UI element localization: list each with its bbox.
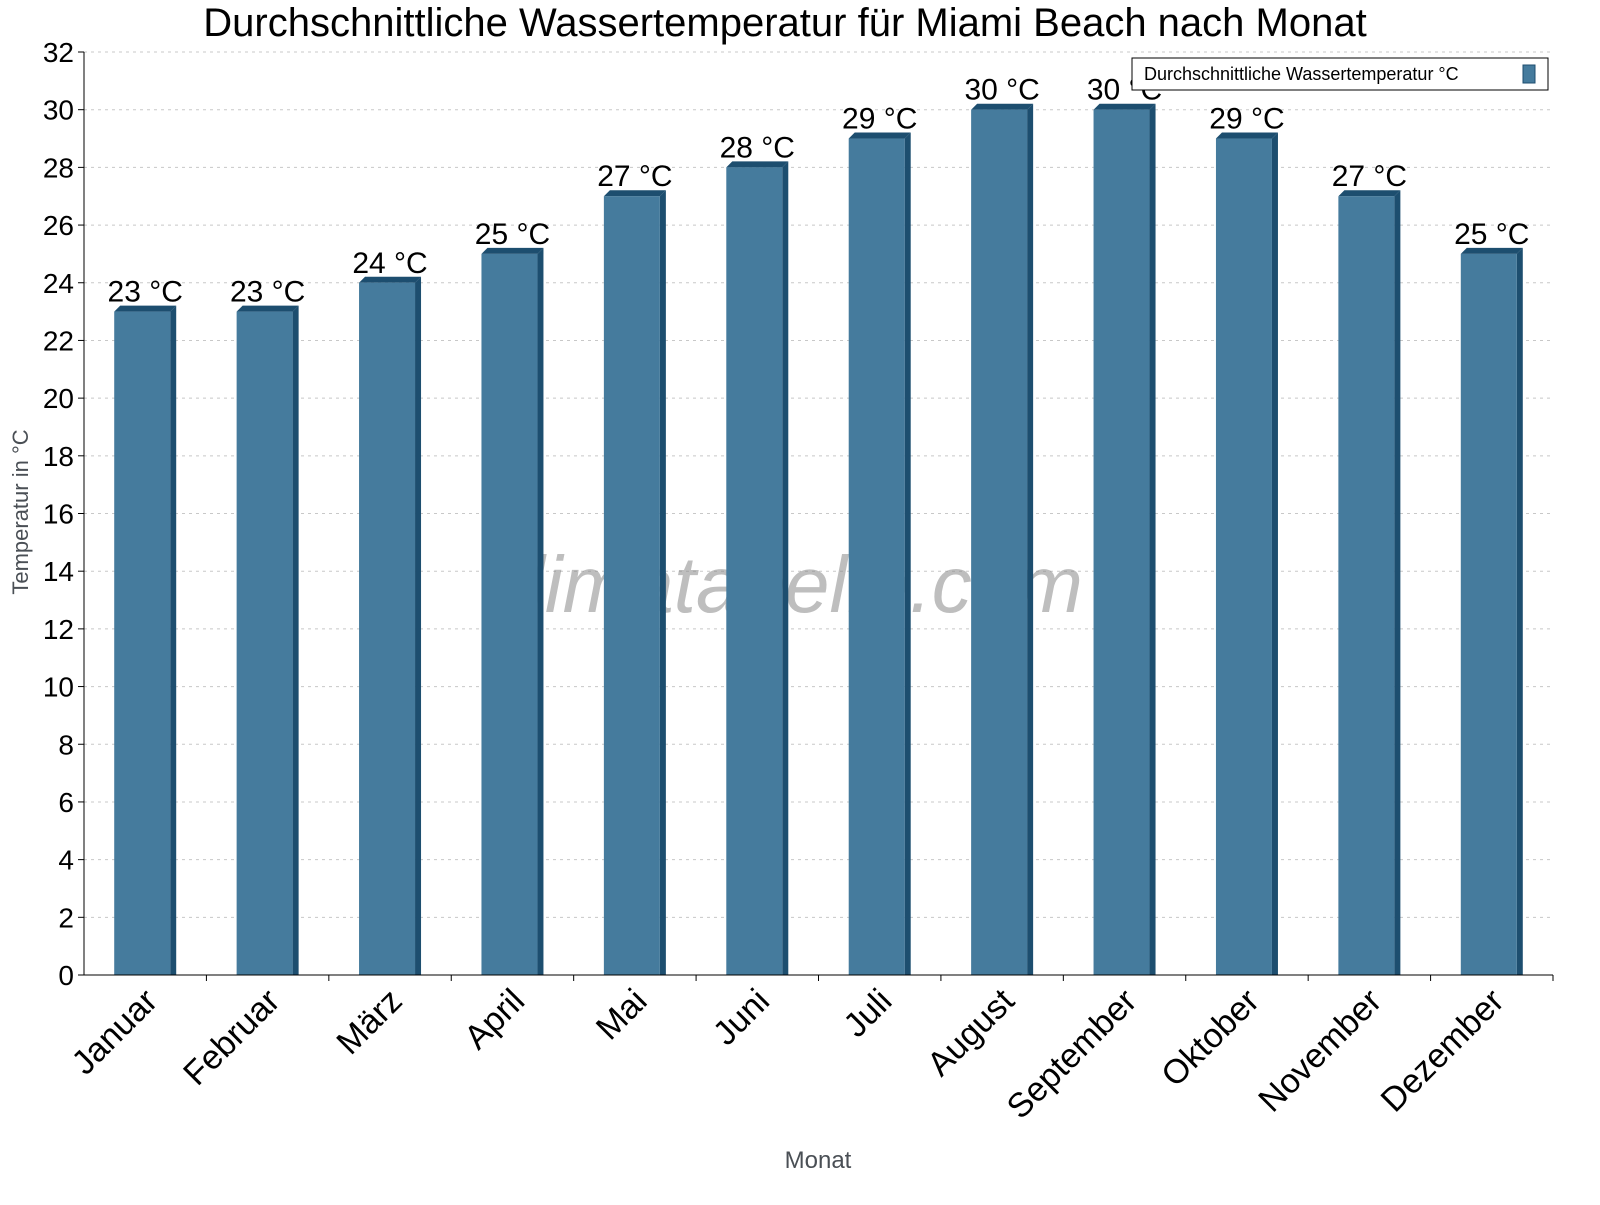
bar-side — [904, 132, 911, 975]
data-label: 29 °C — [1209, 103, 1284, 136]
x-tick-label: November — [1251, 982, 1389, 1120]
data-label: 25 °C — [1454, 218, 1529, 251]
bar-top — [359, 276, 422, 283]
data-label: 27 °C — [1332, 160, 1407, 193]
bar — [848, 138, 905, 975]
y-tick-label: 28 — [43, 152, 74, 183]
bar-top — [848, 132, 911, 139]
x-tick-label: Dezember — [1374, 982, 1512, 1120]
bar-top — [1460, 247, 1523, 254]
legend-label: Durchschnittliche Wassertemperatur °C — [1144, 64, 1459, 84]
bar-side — [1516, 247, 1523, 975]
y-tick-label: 6 — [58, 787, 74, 818]
y-tick-label: 12 — [43, 614, 74, 645]
x-tick-label: Juli — [836, 982, 899, 1045]
y-tick-label: 32 — [43, 37, 74, 68]
data-label: 23 °C — [108, 276, 183, 309]
y-axis-label: Temperatur in °C — [8, 429, 33, 594]
x-tick-label: September — [1000, 982, 1144, 1126]
y-tick-label: 24 — [43, 268, 74, 299]
chart-title: Durchschnittliche Wassertemperatur für M… — [203, 1, 1366, 45]
y-tick-label: 10 — [43, 672, 74, 703]
bar — [603, 196, 660, 975]
bar — [971, 109, 1028, 975]
y-tick-label: 26 — [43, 210, 74, 241]
x-axis-label: Monat — [785, 1147, 852, 1174]
y-tick-label: 14 — [43, 556, 74, 587]
bar-side — [1271, 132, 1278, 975]
bar-top — [603, 190, 666, 197]
legend-swatch — [1522, 64, 1536, 84]
y-tick-label: 30 — [43, 95, 74, 126]
bar-top — [114, 305, 177, 312]
bar-side — [782, 161, 789, 975]
bar-side — [170, 305, 177, 975]
bar — [726, 167, 783, 975]
x-tick-label: August — [920, 981, 1022, 1083]
y-tick-label: 16 — [43, 499, 74, 530]
x-tick-label: Februar — [176, 982, 287, 1093]
legend: Durchschnittliche Wassertemperatur °C — [1131, 57, 1549, 91]
bar-top — [1338, 190, 1401, 197]
data-label: 23 °C — [230, 276, 305, 309]
data-label: 30 °C — [964, 74, 1039, 107]
bar-side — [292, 305, 299, 975]
bar — [1460, 253, 1517, 975]
bar-side — [1394, 190, 1401, 975]
bar — [1338, 196, 1395, 975]
x-tick-label: Mai — [589, 982, 655, 1048]
x-tick-label: Juni — [706, 982, 777, 1053]
bar — [236, 311, 293, 975]
x-tick-label: März — [329, 982, 409, 1062]
bar — [359, 282, 416, 975]
bar-top — [971, 103, 1034, 110]
y-tick-label: 2 — [58, 902, 74, 933]
bar-side — [659, 190, 666, 975]
data-label: 29 °C — [842, 103, 917, 136]
x-tick-label: Januar — [64, 982, 164, 1082]
y-tick-label: 22 — [43, 325, 74, 356]
bar-side — [1149, 103, 1156, 975]
bar-top — [726, 161, 789, 168]
bars: 23 °C 23 °C 24 °C 25 °C 27 °C 28 °C 29 °C 30 °C… — [108, 74, 1529, 975]
bar-top — [481, 247, 544, 254]
bar-side — [415, 276, 422, 975]
data-label: 24 °C — [352, 247, 427, 280]
bar-side — [537, 247, 544, 975]
y-tick-label: 4 — [58, 845, 74, 876]
bar — [1093, 109, 1150, 975]
bar-top — [1215, 132, 1278, 139]
bar — [114, 311, 171, 975]
bar-top — [1093, 103, 1156, 110]
legend-box — [1131, 57, 1549, 91]
bar — [1215, 138, 1272, 975]
y-tick-label: 20 — [43, 383, 74, 414]
y-tick-label: 8 — [58, 729, 74, 760]
data-label: 27 °C — [597, 160, 672, 193]
bar-side — [1027, 103, 1034, 975]
y-tick-label: 0 — [58, 960, 74, 991]
data-label: 28 °C — [720, 131, 795, 164]
data-label: 25 °C — [475, 218, 550, 251]
bar — [481, 253, 538, 975]
x-tick-label: Oktober — [1154, 982, 1266, 1094]
x-tick-label: April — [457, 982, 532, 1057]
y-tick-label: 18 — [43, 441, 74, 472]
bar-top — [236, 305, 299, 312]
